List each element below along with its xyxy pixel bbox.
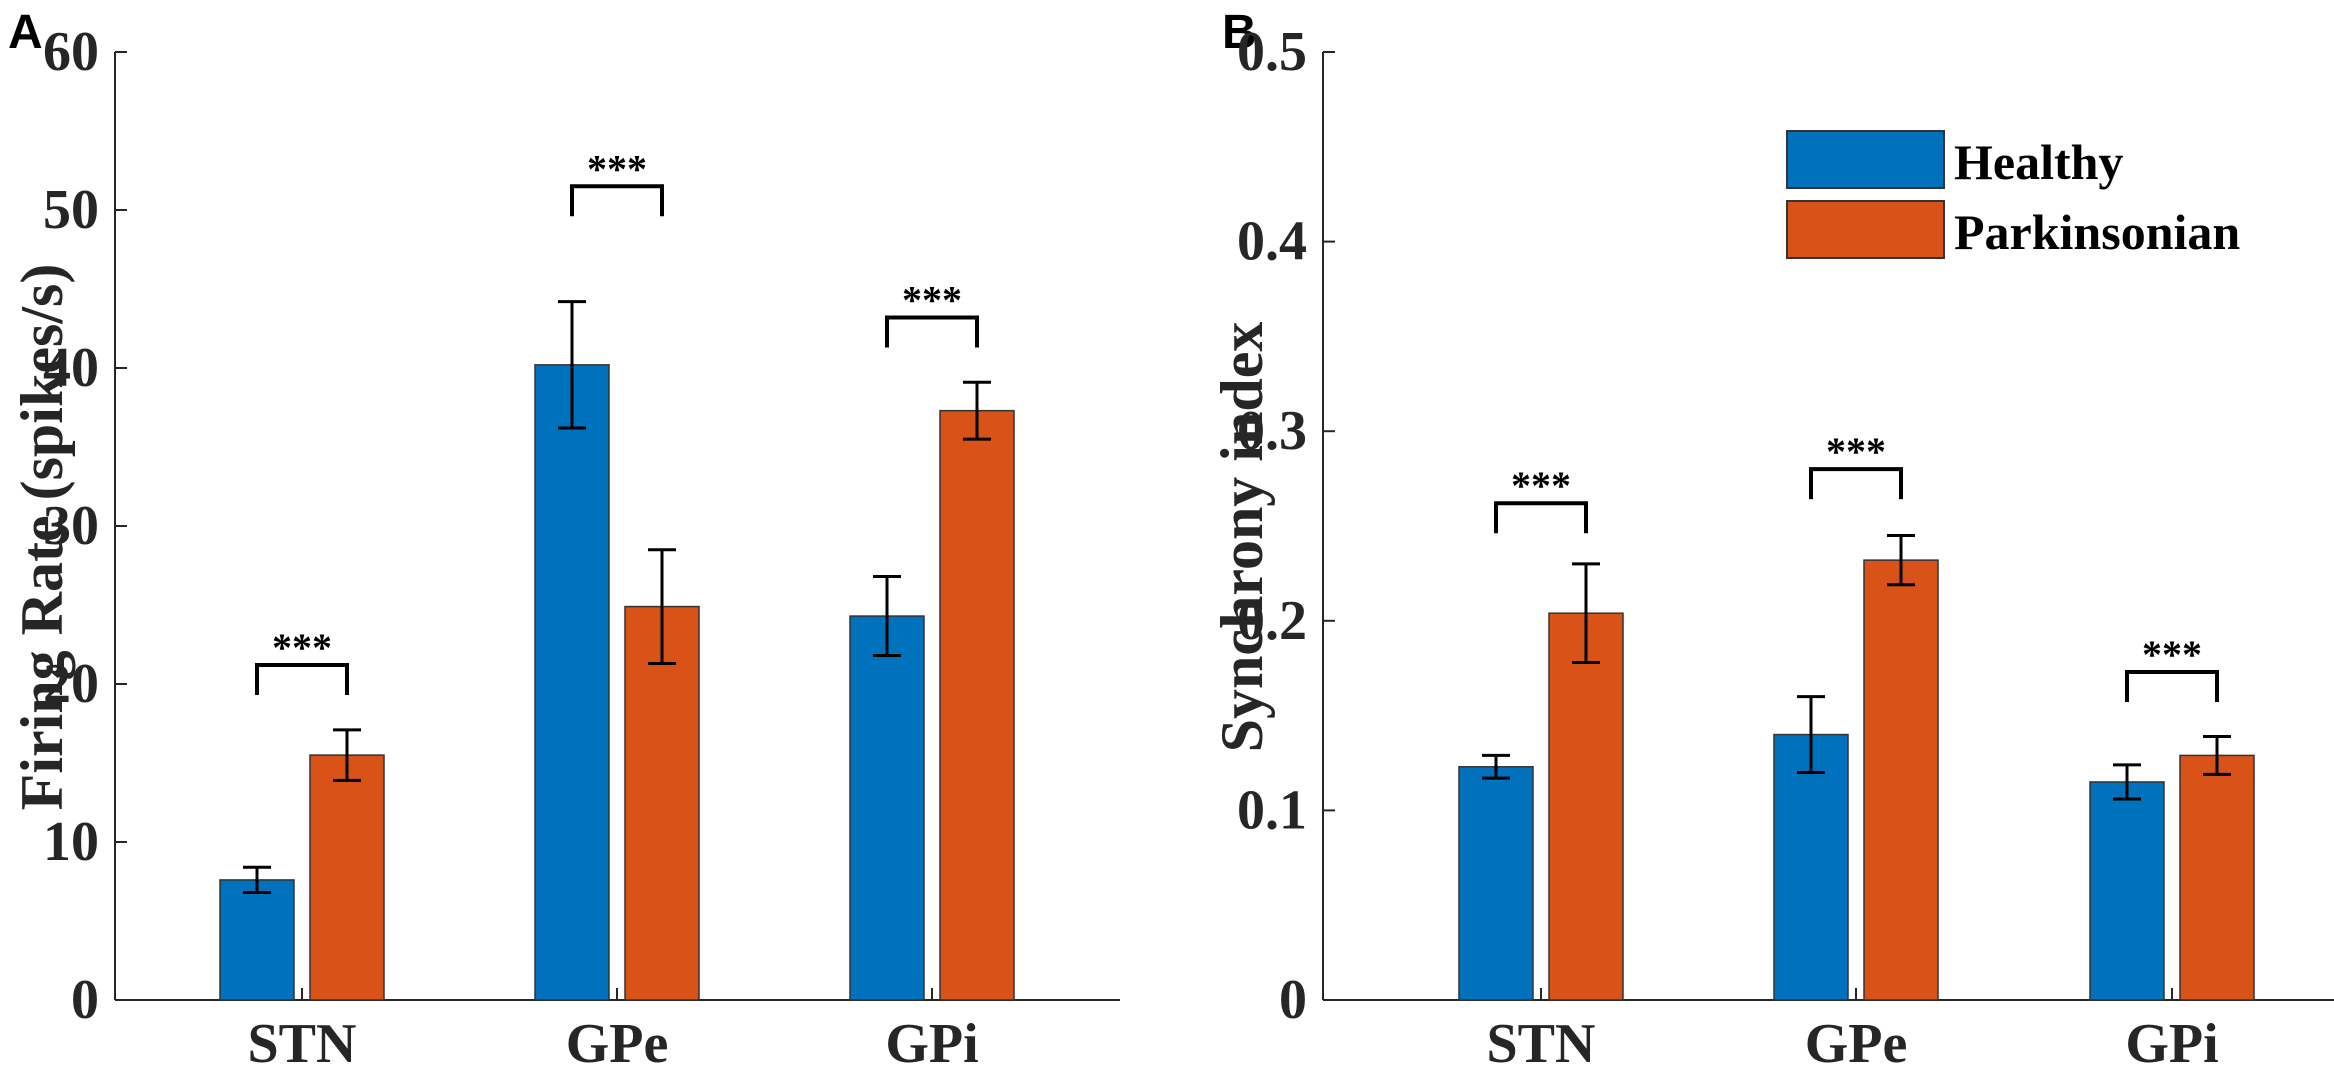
y-tick-label: 50 (43, 179, 99, 241)
panel-letter-b: B (1222, 6, 1257, 59)
y-tick-label: 10 (43, 811, 99, 873)
significance-bracket (885, 315, 979, 348)
bar-parkinsonian-gpi (939, 409, 1015, 1001)
plot-area: 0 0.1 0.2 0.3 0.4 0.5 STN *** GPe *** GPi *** (1237, 21, 2334, 1075)
error-bar (648, 548, 676, 665)
panel-b: B Synchrony index 0 0.1 0.2 0.3 0.4 0.5 STN ***… (1209, 6, 2334, 1075)
y-tick-label: 0.3 (1237, 400, 1307, 462)
y-tick-label: 0.4 (1237, 211, 1307, 273)
legend-label-healthy: Healthy (1954, 134, 2123, 190)
x-tick-label: GPe (1805, 1013, 1908, 1075)
bar-healthy-gpi (2089, 781, 2165, 1001)
legend-label-parkinsonian: Parkinsonian (1954, 204, 2240, 260)
panel-a: A Firing Rate (spikes/s) 0 10 20 30 40 50 60 ST… (8, 6, 1120, 1075)
significance-bracket (2125, 669, 2219, 702)
y-tick-label: 0.1 (1237, 779, 1307, 841)
bar-healthy-stn (1458, 766, 1534, 1001)
error-bar (1887, 533, 1915, 587)
plot-area: 0 10 20 30 40 50 60 STN *** GPe *** GPi *** (43, 21, 1120, 1075)
significance-label: *** (902, 277, 962, 322)
bar-healthy-stn (219, 879, 295, 1001)
y-tick-label: 0 (1279, 969, 1307, 1031)
error-bar (873, 575, 901, 658)
error-bar (2203, 734, 2231, 776)
x-tick-label: GPi (885, 1013, 978, 1075)
x-tick-label: GPe (566, 1013, 669, 1075)
significance-label: *** (1511, 463, 1571, 508)
y-tick-label: 60 (43, 21, 99, 83)
x-tick-label: GPi (2125, 1013, 2218, 1075)
bar-healthy-gpe (534, 364, 610, 1001)
panel-letter-a: A (8, 6, 43, 59)
significance-bracket (570, 184, 664, 217)
error-bar (963, 380, 991, 441)
legend: Healthy Parkinsonian (1786, 130, 2240, 260)
x-tick-label: STN (1487, 1013, 1596, 1075)
y-axis-title: Firing Rate (spikes/s) (9, 264, 75, 811)
bar-healthy-gpi (849, 615, 925, 1001)
y-axis-title: Synchrony index (1209, 322, 1275, 753)
y-tick-label: 40 (43, 337, 99, 399)
significance-label: *** (272, 625, 332, 670)
y-tick-label: 30 (43, 495, 99, 557)
legend-swatch-healthy (1786, 130, 1945, 189)
significance-label: *** (587, 146, 647, 191)
bar-parkinsonian-stn (1548, 612, 1624, 1001)
significance-label: *** (1826, 429, 1886, 474)
error-bar (558, 300, 586, 430)
error-bar (2113, 763, 2141, 801)
bar-parkinsonian-gpi (2179, 754, 2255, 1001)
y-tick-label: 0.5 (1237, 21, 1307, 83)
y-tick-label: 0.2 (1237, 590, 1307, 652)
bar-parkinsonian-gpe (624, 605, 700, 1001)
significance-bracket (255, 663, 349, 696)
y-tick-label: 20 (43, 653, 99, 715)
error-bar (333, 728, 361, 782)
bar-healthy-gpe (1773, 733, 1849, 1001)
error-bar (1572, 562, 1600, 665)
legend-swatch-parkinsonian (1786, 200, 1945, 259)
error-bar (243, 865, 271, 895)
x-tick-label: STN (248, 1013, 357, 1075)
error-bar (1482, 753, 1510, 780)
significance-label: *** (2142, 632, 2202, 677)
bar-parkinsonian-gpe (1863, 559, 1939, 1001)
error-bar (1797, 695, 1825, 774)
significance-bracket (1809, 467, 1903, 500)
bar-parkinsonian-stn (309, 754, 385, 1001)
y-tick-label: 0 (71, 969, 99, 1031)
significance-bracket (1494, 501, 1588, 534)
